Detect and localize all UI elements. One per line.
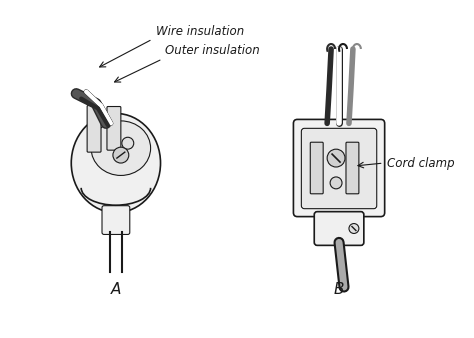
Circle shape (330, 177, 342, 189)
Text: Cord clamp: Cord clamp (387, 156, 454, 170)
Text: A: A (111, 282, 121, 296)
FancyBboxPatch shape (301, 128, 377, 209)
Circle shape (327, 149, 345, 167)
Text: B: B (334, 282, 344, 296)
Circle shape (122, 137, 134, 149)
Circle shape (349, 223, 359, 234)
FancyBboxPatch shape (293, 119, 385, 217)
Circle shape (113, 147, 129, 163)
Ellipse shape (71, 114, 161, 213)
FancyBboxPatch shape (102, 206, 130, 235)
FancyBboxPatch shape (346, 142, 359, 194)
Ellipse shape (91, 121, 151, 175)
FancyBboxPatch shape (107, 106, 121, 150)
FancyBboxPatch shape (87, 105, 101, 152)
Text: Outer insulation: Outer insulation (165, 45, 260, 57)
FancyBboxPatch shape (310, 142, 323, 194)
Text: Wire insulation: Wire insulation (155, 25, 244, 38)
FancyBboxPatch shape (314, 212, 364, 245)
